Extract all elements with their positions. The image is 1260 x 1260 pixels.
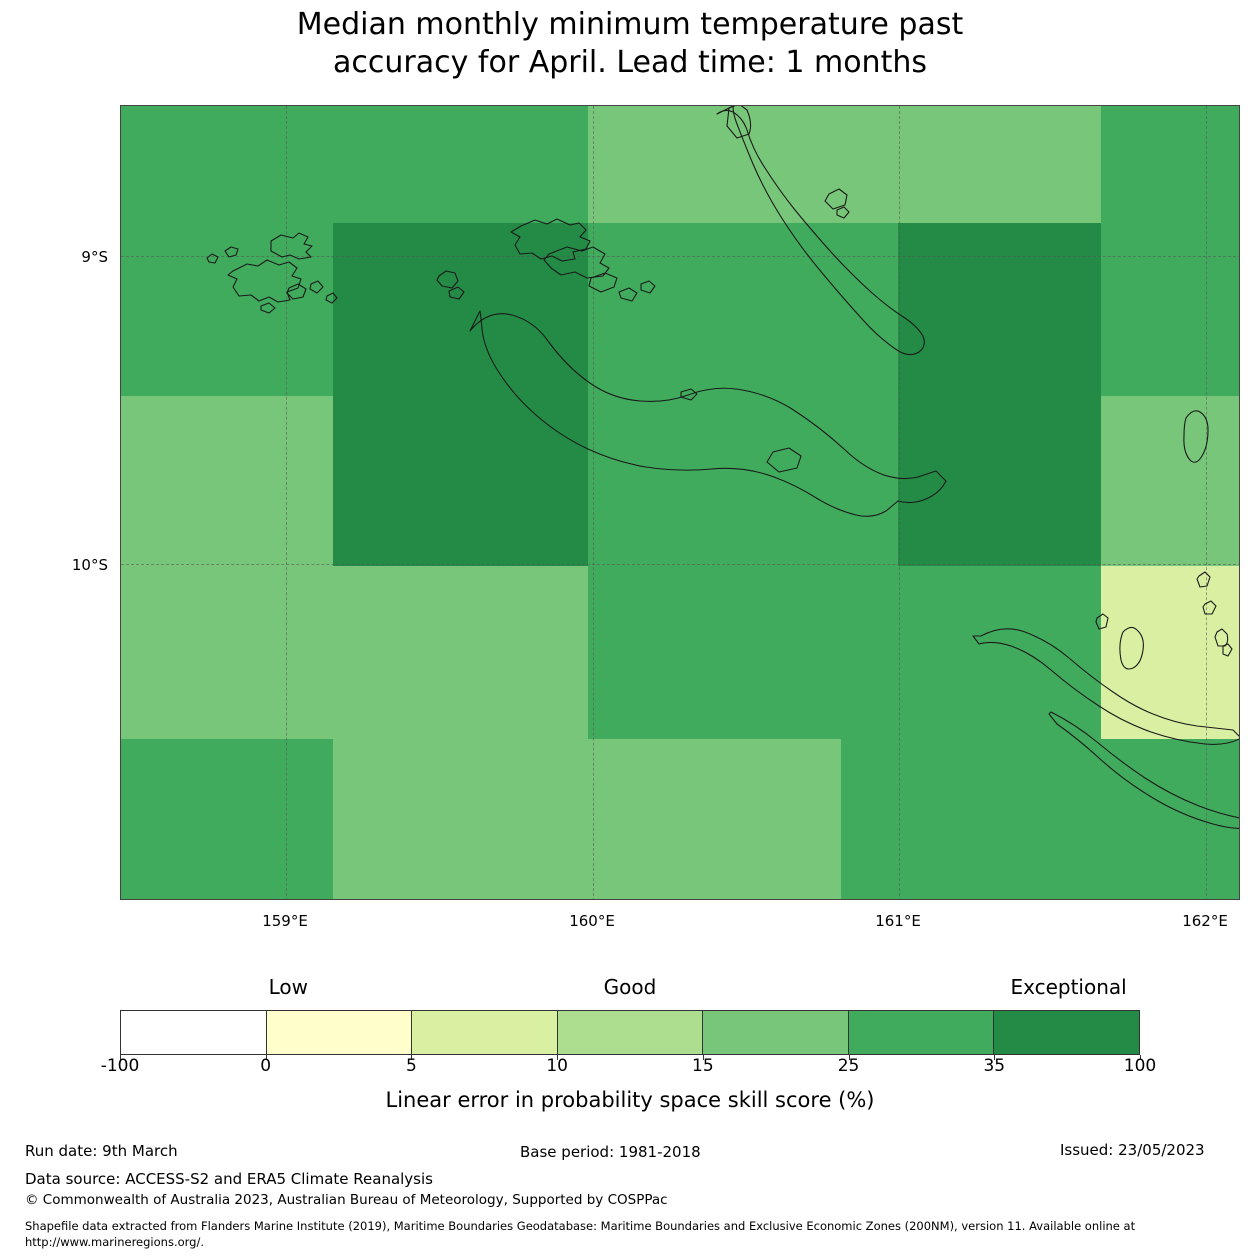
raster-cell: [898, 106, 1101, 223]
raster-cell: [588, 106, 898, 223]
map-plot-area: [120, 105, 1240, 900]
colorbar-segment[interactable]: [121, 1011, 267, 1054]
raster-cell: [333, 223, 588, 396]
graticule-line-161E: [899, 106, 901, 899]
raster-cell: [236, 566, 588, 739]
raster-cell: [121, 396, 333, 566]
raster-cell: [1101, 566, 1239, 739]
colorbar-category-exceptional: Exceptional: [1010, 975, 1127, 999]
colorbar-tick-label: 100: [1123, 1056, 1157, 1076]
shapefile-credit-line1: Shapefile data extracted from Flanders M…: [25, 1219, 1136, 1233]
colorbar-tickmark: [848, 1055, 850, 1060]
longitude-tick-label: 161°E: [875, 912, 921, 930]
run-date-text: Run date: 9th March: [25, 1142, 178, 1160]
raster-cell: [333, 739, 588, 899]
data-source-text: Data source: ACCESS-S2 and ERA5 Climate …: [25, 1170, 433, 1188]
colorbar-tick-label: 15: [692, 1056, 714, 1076]
raster-cell: [898, 396, 1101, 566]
longitude-tick-label: 160°E: [569, 912, 615, 930]
page-title: Median monthly minimum temperature past …: [296, 7, 964, 80]
raster-cell: [333, 396, 588, 566]
colorbar-gradient[interactable]: [120, 1010, 1140, 1055]
colorbar-tickmark: [1140, 1055, 1141, 1060]
raster-cell: [121, 566, 236, 739]
longitude-tick-label: 162°E: [1182, 912, 1228, 930]
colorbar-tick-label: 35: [983, 1056, 1006, 1076]
raster-cell: [588, 223, 898, 396]
colorbar-segment[interactable]: [412, 1011, 558, 1054]
colorbar-tickmark: [411, 1055, 413, 1060]
copyright-text: © Commonwealth of Australia 2023, Austra…: [25, 1192, 668, 1208]
colorbar-segment[interactable]: [848, 1011, 995, 1054]
raster-cell: [121, 223, 333, 396]
coastline-overlay: [206, 106, 1239, 830]
raster-cell: [588, 739, 841, 899]
graticule-line-10S: [121, 564, 1239, 566]
raster-cell: [588, 396, 898, 566]
raster-cell: [898, 223, 1101, 396]
colorbar-segment[interactable]: [266, 1011, 413, 1054]
graticule-line-159E: [286, 106, 288, 899]
colorbar-tick-label: 5: [406, 1056, 417, 1076]
colorbar-tick-label: 25: [837, 1056, 860, 1076]
colorbar-tick-label: 0: [260, 1056, 272, 1076]
latitude-tick-label: 9°S: [81, 248, 108, 266]
base-period-text: Base period: 1981-2018: [520, 1143, 701, 1161]
colorbar-tickmark: [702, 1055, 704, 1060]
colorbar-segment[interactable]: [557, 1011, 704, 1054]
raster-cell: [1101, 223, 1239, 396]
colorbar-tickmark: [120, 1055, 121, 1060]
raster-cell: [121, 106, 276, 223]
raster-cell: [121, 739, 333, 899]
colorbar-tick-label: 10: [546, 1056, 568, 1076]
raster-cell: [276, 106, 588, 223]
raster-cell: [841, 739, 1239, 899]
latitude-tick-label: 10°S: [71, 556, 108, 574]
graticule-line-160E: [593, 106, 595, 899]
colorbar-tickmark: [994, 1055, 996, 1060]
colorbar-category-low: Low: [268, 975, 308, 999]
graticule-grid: [121, 106, 1239, 899]
graticule-line-162E: [1206, 106, 1208, 899]
colorbar-tickmark: [557, 1055, 559, 1060]
colorbar-category-good: Good: [603, 975, 657, 999]
colorbar[interactable]: -100 0 5 10 15 25 35 100: [101, 1010, 1156, 1076]
raster-cell: [1101, 106, 1239, 223]
raster-cell: [1101, 396, 1239, 566]
raster-cell: [588, 566, 1101, 739]
colorbar-axis-label: Linear error in probability space skill …: [385, 1088, 875, 1112]
shapefile-credit-line2: http://www.marineregions.org/.: [25, 1235, 204, 1249]
skill-score-raster: [121, 106, 1239, 899]
colorbar-tickmark: [265, 1055, 267, 1060]
longitude-tick-label: 159°E: [262, 912, 308, 930]
graticule-line-9S: [121, 256, 1239, 258]
colorbar-segment[interactable]: [994, 1011, 1140, 1054]
colorbar-tick-label: -100: [100, 1056, 140, 1076]
colorbar-segment[interactable]: [703, 1011, 849, 1054]
issued-date-text: Issued: 23/05/2023: [1060, 1141, 1205, 1159]
